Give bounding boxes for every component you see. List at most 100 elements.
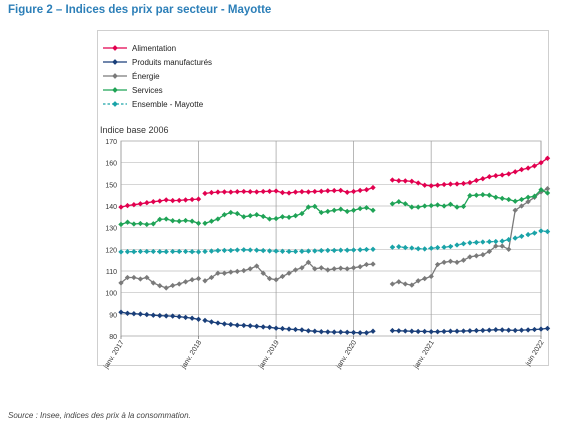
data-point [389,281,396,287]
data-point [299,327,305,333]
data-point [357,187,363,194]
data-point [195,275,202,282]
data-point [331,187,337,194]
legend-swatch-marker [112,45,118,51]
data-point [131,249,137,255]
data-point [254,212,260,218]
data-point [195,196,202,202]
data-point [241,247,247,253]
data-point [118,280,124,286]
data-point [428,245,434,251]
data-point [228,247,234,254]
data-point [428,183,434,189]
data-point [473,192,480,198]
data-point [325,267,331,273]
legend-item: Produits manufacturés [103,58,212,67]
legend-label: Produits manufacturés [132,58,212,67]
data-point [286,214,292,220]
data-point [176,281,182,287]
data-point [157,283,163,289]
data-point [266,324,273,330]
data-point [525,327,531,333]
data-point [331,266,337,272]
x-tick-label: janv. 2017 [102,339,125,371]
series-lines [118,155,551,336]
x-tick-label: janv. 2018 [180,339,203,371]
data-point [396,279,402,285]
data-point [467,192,473,199]
data-point [338,206,344,212]
data-point [215,320,221,326]
data-point [182,248,189,255]
data-point [144,248,150,255]
data-point [260,324,266,330]
data-point [473,327,480,334]
data-point [434,182,441,188]
data-point [325,188,331,194]
data-point [396,178,402,184]
legend-swatch-marker [112,59,118,65]
data-point [241,322,247,329]
data-point [202,248,208,255]
data-point [241,188,247,195]
data-point [137,311,144,317]
data-point [234,322,240,328]
y-tick-label: 150 [105,182,117,189]
data-point [493,238,499,245]
series-line [392,188,548,286]
data-point [202,220,208,226]
legend-swatch-marker [112,101,118,107]
data-point [312,266,318,272]
data-point [221,270,228,276]
data-point [357,330,363,336]
data-point [312,188,318,195]
data-point [273,215,279,222]
data-point [338,329,344,335]
data-point [531,326,538,333]
data-point [350,188,357,195]
data-point [305,259,312,265]
data-point [344,208,350,215]
data-point [299,189,305,195]
data-point [486,327,492,333]
data-point [531,230,538,236]
data-point [409,328,415,334]
series-alimentation [118,155,551,210]
data-point [131,311,137,317]
data-point [344,247,350,253]
data-point [460,241,467,247]
data-point [454,204,460,210]
data-point [338,187,344,194]
data-point [415,328,421,335]
data-point [350,247,357,253]
data-point [486,192,492,198]
data-point [363,261,370,268]
data-point [124,219,131,225]
data-point [344,189,350,195]
data-point [247,189,253,195]
data-point [518,196,525,203]
data-point [176,248,182,255]
data-point [428,273,434,280]
data-point [266,216,273,222]
data-point [176,218,182,224]
data-point [402,178,408,184]
data-point [350,265,357,271]
data-point [370,246,376,252]
data-point [202,278,208,284]
data-point [454,181,460,187]
data-point [318,265,324,271]
legend-label: Énergie [132,72,160,81]
data-point [363,205,370,211]
data-point [182,197,189,203]
data-point [434,202,441,208]
data-point [370,328,376,334]
data-point [157,249,163,255]
data-point [144,311,150,318]
y-axis-label: Indice base 2006 [100,125,169,135]
data-point [254,189,260,195]
data-point [499,195,505,202]
data-point [118,249,124,255]
data-point [318,188,324,194]
data-point [363,187,370,193]
